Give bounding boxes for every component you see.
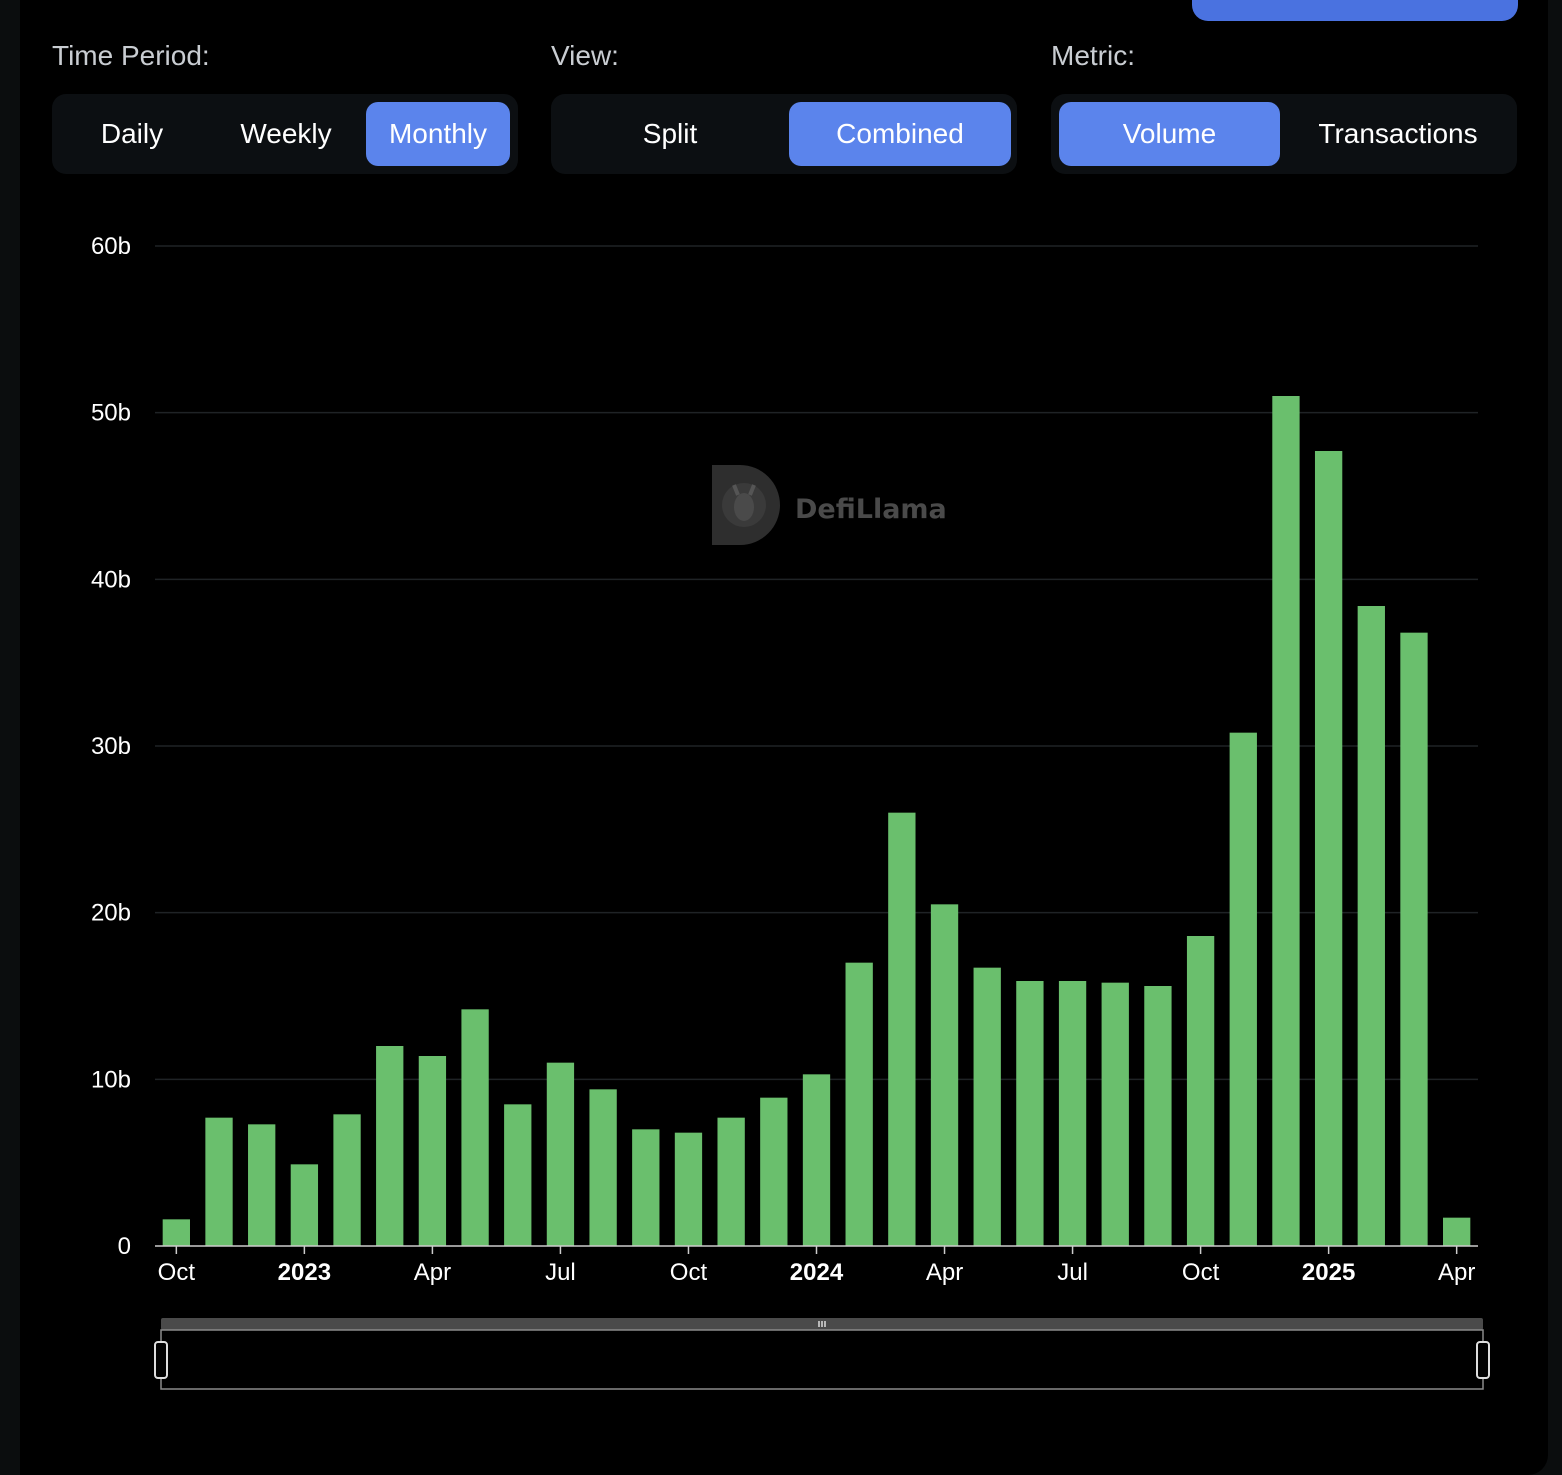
- x-tick-label: Oct: [1182, 1259, 1220, 1286]
- time-period-weekly-button[interactable]: Weekly: [240, 118, 332, 149]
- bar[interactable]: [418, 1056, 447, 1246]
- bar[interactable]: [802, 1074, 831, 1246]
- bar[interactable]: [674, 1132, 703, 1246]
- zoom-handle-right[interactable]: [1476, 1341, 1490, 1379]
- x-tick-label: Oct: [158, 1259, 196, 1286]
- bar[interactable]: [717, 1117, 745, 1246]
- x-tick-label: Apr: [926, 1259, 963, 1286]
- x-axis-ticks: Oct 2023 Apr Jul Oct 2024 Apr Jul Oct 2025 Apr: [158, 1246, 1475, 1286]
- bar[interactable]: [845, 962, 873, 1246]
- x-tick-label: Oct: [670, 1259, 708, 1286]
- y-tick-label: 20b: [91, 900, 131, 927]
- metric-transactions-button[interactable]: Transactions: [1318, 118, 1478, 149]
- bar[interactable]: [546, 1062, 575, 1246]
- bar[interactable]: [1400, 632, 1428, 1246]
- bar[interactable]: [1229, 732, 1257, 1246]
- time-period-daily-button[interactable]: Daily: [100, 118, 164, 149]
- time-period-monthly-button[interactable]: Monthly: [366, 102, 510, 166]
- bar[interactable]: [248, 1124, 276, 1246]
- zoom-window[interactable]: [160, 1329, 1484, 1390]
- y-axis-ticks: 0 10b 20b 30b 40b 50b 60b: [91, 233, 131, 1260]
- x-tick-label: 2024: [790, 1259, 844, 1286]
- bar[interactable]: [1443, 1217, 1471, 1246]
- bar[interactable]: [888, 812, 916, 1246]
- bar[interactable]: [1272, 396, 1300, 1246]
- zoom-slider[interactable]: [154, 1318, 1490, 1390]
- grid-lines: [155, 245, 1478, 1081]
- y-tick-label: 10b: [91, 1066, 131, 1093]
- bar[interactable]: [589, 1089, 617, 1246]
- bar[interactable]: [1144, 986, 1172, 1246]
- x-tick-label: Jul: [1057, 1259, 1088, 1286]
- bar[interactable]: [333, 1114, 361, 1246]
- watermark-text: DefiLlama: [795, 494, 947, 525]
- bar[interactable]: [1186, 936, 1215, 1246]
- action-button[interactable]: [1192, 0, 1518, 21]
- metric-volume-button[interactable]: Volume: [1059, 102, 1280, 166]
- metric-label: Metric:: [1051, 40, 1135, 71]
- bar[interactable]: [376, 1046, 404, 1246]
- x-tick-label: Jul: [545, 1259, 576, 1286]
- watermark: DefiLlama: [712, 465, 947, 545]
- bar[interactable]: [632, 1129, 660, 1246]
- bar-chart: DefiLlama 0 10b 20b 30b 40b 50b 60b Oct 2023 Apr…: [91, 233, 1490, 1390]
- defillama-logo-icon: [712, 465, 780, 545]
- bars: [162, 396, 1471, 1246]
- bar[interactable]: [461, 1009, 489, 1246]
- bar[interactable]: [973, 967, 1001, 1246]
- y-tick-label: 40b: [91, 566, 131, 593]
- bar[interactable]: [930, 904, 959, 1246]
- view-label: View:: [551, 40, 619, 71]
- bar[interactable]: [1101, 982, 1129, 1246]
- view-toggle: Split Combined: [551, 94, 1017, 174]
- y-tick-label: 0: [118, 1233, 131, 1260]
- bar[interactable]: [290, 1164, 319, 1246]
- bar[interactable]: [1357, 606, 1385, 1246]
- view-split-button[interactable]: Split: [642, 118, 698, 149]
- bar[interactable]: [760, 1097, 788, 1246]
- x-tick-label: Apr: [1438, 1259, 1475, 1286]
- bar[interactable]: [504, 1104, 532, 1246]
- bar[interactable]: [162, 1219, 190, 1246]
- y-tick-label: 50b: [91, 400, 131, 427]
- bar[interactable]: [1058, 981, 1087, 1246]
- bar[interactable]: [1314, 451, 1343, 1246]
- time-period-label: Time Period:: [52, 40, 210, 71]
- x-tick-label: 2025: [1302, 1259, 1355, 1286]
- bar[interactable]: [1016, 981, 1044, 1246]
- y-tick-label: 60b: [91, 233, 131, 260]
- x-tick-label: 2023: [278, 1259, 331, 1286]
- zoom-handle-left[interactable]: [154, 1341, 168, 1379]
- bar[interactable]: [205, 1117, 233, 1246]
- metric-toggle: Volume Transactions: [1051, 94, 1517, 174]
- y-tick-label: 30b: [91, 733, 131, 760]
- x-tick-label: Apr: [414, 1259, 451, 1286]
- chart-panel: Time Period: Daily Weekly Monthly View: …: [20, 0, 1548, 1475]
- time-period-toggle: Daily Weekly Monthly: [52, 94, 518, 174]
- view-combined-button[interactable]: Combined: [789, 102, 1011, 166]
